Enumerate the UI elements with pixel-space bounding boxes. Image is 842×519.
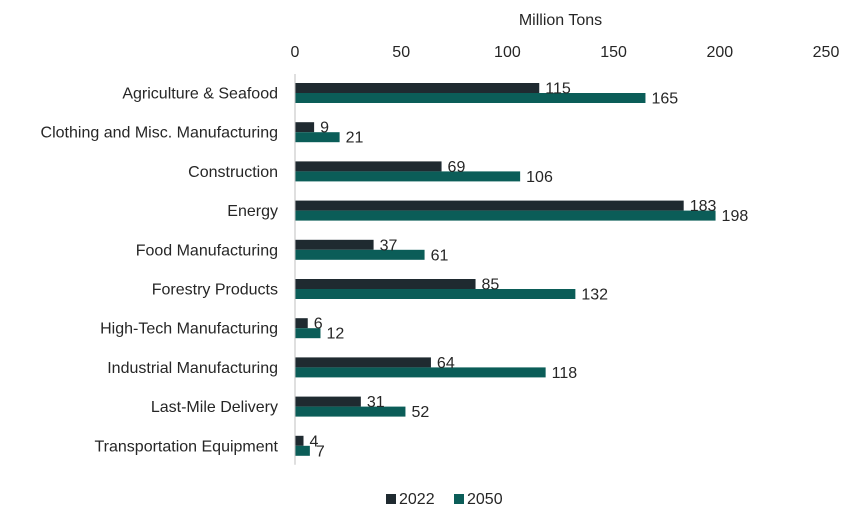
value-label-2022: 31 <box>367 394 385 411</box>
legend-label: 2050 <box>467 491 503 508</box>
bar-2022 <box>295 83 540 93</box>
bar-2050 <box>295 132 340 143</box>
value-label-2022: 37 <box>380 237 398 254</box>
x-tick-label: 100 <box>494 44 521 61</box>
bar-2050 <box>295 249 425 260</box>
bar-2050 <box>295 406 406 417</box>
value-label-2022: 9 <box>320 120 329 137</box>
bar-2022 <box>295 279 476 289</box>
bar-2022 <box>295 318 308 329</box>
bar-2050 <box>295 210 716 221</box>
value-label-2050: 21 <box>346 130 364 147</box>
value-label-2050: 118 <box>552 365 578 382</box>
legend: 2022 2050 <box>386 491 503 508</box>
value-label-2022: 85 <box>482 277 500 294</box>
category-label: Agriculture & Seafood <box>122 86 278 103</box>
legend-swatch-2050 <box>454 494 464 504</box>
bar-2050 <box>295 171 521 182</box>
value-label-2050: 12 <box>326 326 344 343</box>
value-label-2022: 115 <box>545 81 571 98</box>
value-label-2022: 4 <box>309 433 318 450</box>
bar-2050 <box>295 367 546 378</box>
legend-label: 2022 <box>399 491 435 508</box>
value-label-2022: 183 <box>690 198 717 215</box>
category-label: Last-Mile Delivery <box>151 399 278 416</box>
bar-2050 <box>295 445 310 456</box>
category-label: High-Tech Manufacturing <box>100 321 278 338</box>
x-tick-label: 150 <box>600 44 627 61</box>
value-label-2050: 61 <box>431 247 449 264</box>
value-labels: 115 165 9 21 69 106 183 198 37 61 85 132 612 64 118 31 5… <box>309 81 748 461</box>
category-labels: Agriculture & Seafood Clothing and Misc. … <box>41 86 279 456</box>
category-label: Forestry Products <box>152 282 278 299</box>
category-label: Energy <box>227 203 278 220</box>
x-tick-label: 0 <box>291 44 300 61</box>
value-label-2022: 6 <box>314 316 323 333</box>
value-label-2050: 165 <box>651 91 678 108</box>
bar-2022 <box>295 161 442 172</box>
bar-2022 <box>295 435 304 446</box>
bar-2022 <box>295 357 431 368</box>
value-label-2022: 64 <box>437 355 455 372</box>
bars <box>295 83 716 456</box>
x-tick-label: 200 <box>706 44 733 61</box>
category-label: Construction <box>188 164 278 181</box>
bar-2022 <box>295 396 361 407</box>
category-label: Clothing and Misc. Manufacturing <box>41 125 278 142</box>
value-label-2022: 69 <box>448 159 466 176</box>
bar-2050 <box>295 289 576 299</box>
bar-2022 <box>295 122 315 133</box>
bar-2022 <box>295 239 374 250</box>
value-label-2050: 198 <box>722 208 749 225</box>
category-label: Transportation Equipment <box>94 438 278 455</box>
bar-2050 <box>295 328 321 339</box>
x-axis-ticks: 0 50 100 150 200 250 <box>291 44 840 61</box>
x-tick-label: 250 <box>813 44 840 61</box>
x-tick-label: 50 <box>392 44 410 61</box>
category-label: Food Manufacturing <box>136 242 278 259</box>
value-label-2050: 132 <box>581 287 608 304</box>
bar-2022 <box>295 200 684 211</box>
x-axis-title: Million Tons <box>519 12 602 29</box>
value-label-2050: 7 <box>316 443 325 460</box>
value-label-2050: 106 <box>526 169 553 186</box>
category-label: Industrial Manufacturing <box>107 360 278 377</box>
legend-swatch-2022 <box>386 494 396 504</box>
value-label-2050: 52 <box>411 404 429 421</box>
bar-2050 <box>295 93 646 103</box>
